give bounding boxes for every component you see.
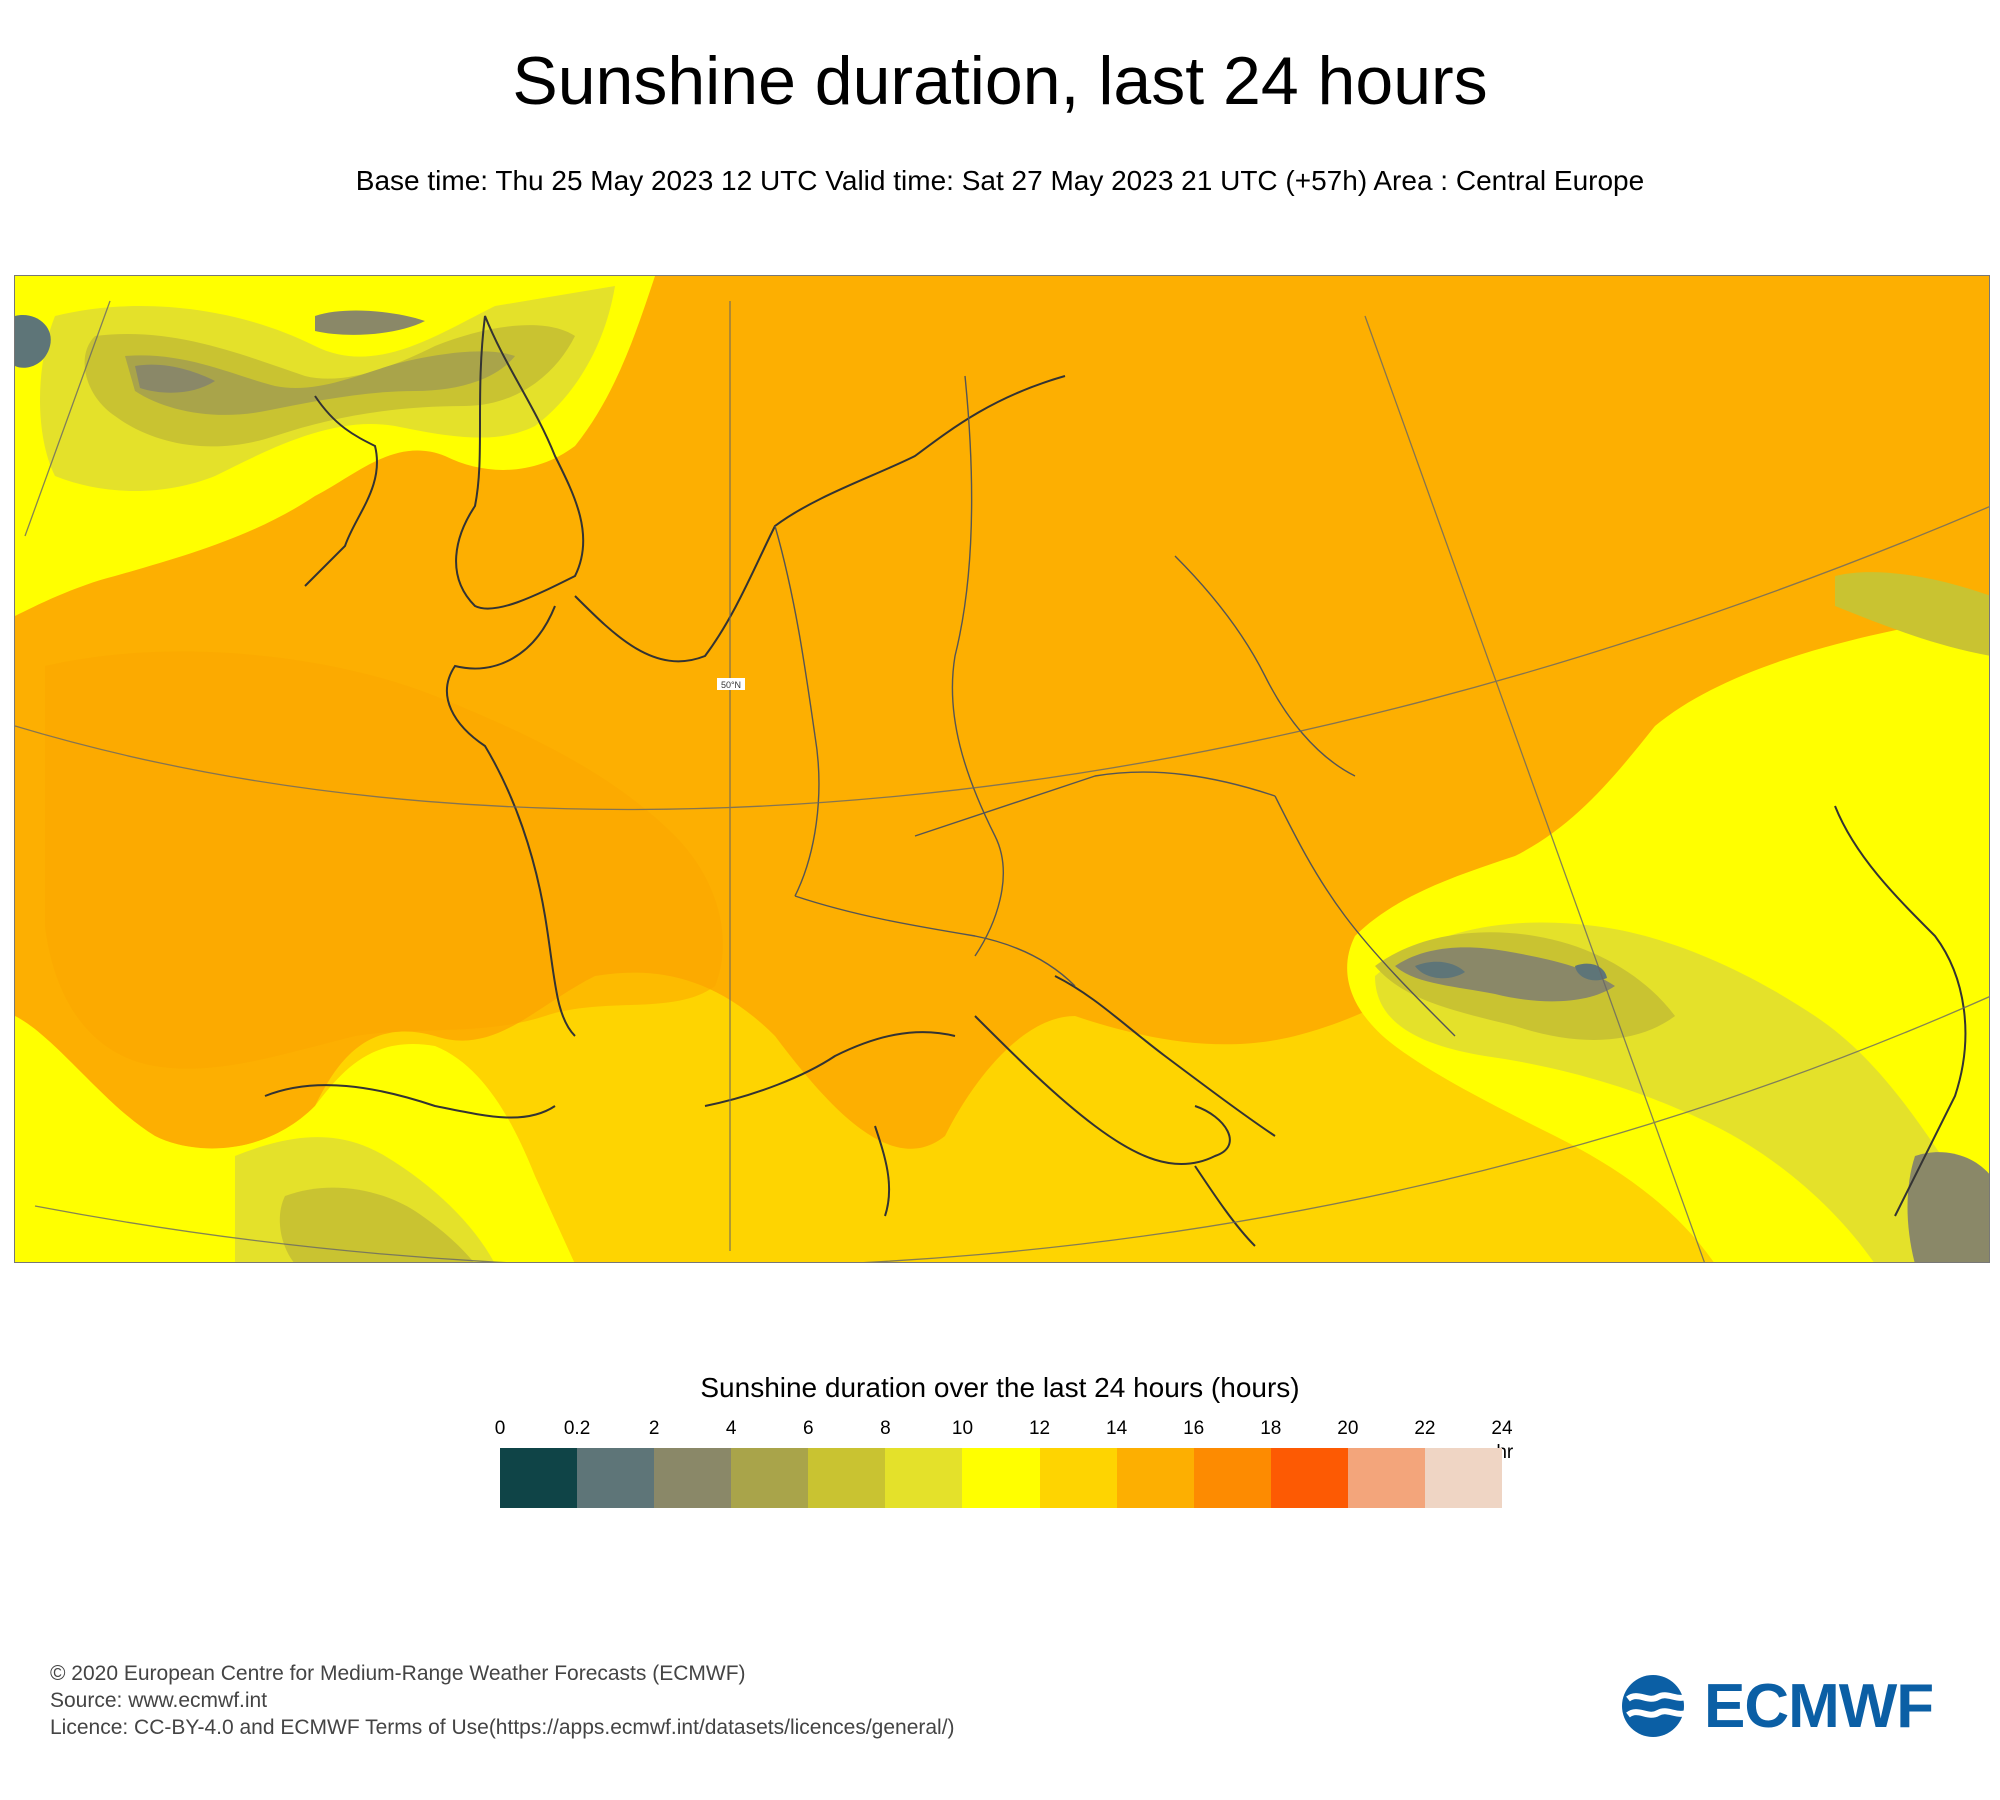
legend-swatch-3 — [731, 1448, 809, 1508]
graticule — [15, 300, 1989, 1262]
map-canvas: 50°N — [15, 276, 1989, 1262]
legend-tick-label: 8 — [880, 1418, 891, 1439]
legend-swatch-0 — [500, 1448, 578, 1508]
legend-swatch-1 — [577, 1448, 655, 1508]
legend-tick-label: 16 — [1183, 1418, 1205, 1439]
legend-swatch-5 — [885, 1448, 963, 1508]
footer-copyright: © 2020 European Centre for Medium-Range … — [50, 1662, 746, 1685]
legend-tick-label: 6 — [803, 1418, 814, 1439]
legend-tick-label: 20 — [1337, 1418, 1359, 1439]
parallel-50n — [15, 506, 1989, 811]
islands-coast — [874, 1125, 1256, 1247]
border-hungary — [1274, 795, 1456, 1037]
meridian-20w — [24, 300, 111, 537]
sunshine-zone-6-8-iberia — [279, 1187, 474, 1262]
sunshine-map: 50°N — [14, 275, 1990, 1263]
sunshine-zone-2-4-southeast — [1907, 1152, 1989, 1262]
sunshine-zone-2-4-northwest — [135, 310, 425, 393]
coastlines — [264, 315, 1967, 1247]
legend-tick-label: 4 — [725, 1418, 737, 1439]
mediterranean-coast — [704, 1031, 956, 1107]
border-west-germany — [774, 525, 820, 897]
legend-tick-label: 18 — [1260, 1418, 1282, 1439]
legend-swatch-9 — [1193, 1448, 1271, 1508]
chart-title: Sunshine duration, last 24 hours — [512, 43, 1488, 119]
legend-ticks: 0 0.2 2 4 6 8 10 12 14 16 18 20 22 24 — [0, 1418, 2000, 1442]
legend-tick-label: 10 — [951, 1418, 974, 1439]
border-east — [1174, 555, 1356, 777]
chart-subtitle: Base time: Thu 25 May 2023 12 UTC Valid … — [355, 165, 1645, 196]
legend-tick-label: 22 — [1414, 1418, 1436, 1439]
sunshine-zone-2-4-balkans — [1395, 947, 1615, 1002]
legend-swatch-7 — [1039, 1448, 1117, 1508]
legend-tick-label: 0 — [494, 1418, 506, 1439]
country-borders — [774, 375, 1456, 1037]
legend-swatch-6 — [962, 1448, 1040, 1508]
ecmwf-logo-text: ECMWF — [1704, 1671, 1934, 1741]
adriatic-coast — [1054, 975, 1276, 1137]
legend-tick-label: 2 — [648, 1418, 660, 1439]
sunshine-zone-6-8-east-north — [1835, 572, 1989, 656]
border-alps-south — [794, 895, 1076, 987]
france-atlantic-coast — [445, 605, 576, 1037]
border-alps-north — [914, 771, 1276, 837]
iberia-north-coast — [264, 1084, 556, 1119]
black-sea-coast — [1834, 805, 1967, 1217]
legend-swatch-4 — [808, 1448, 886, 1508]
sunshine-zone-4-6-northwest — [125, 351, 515, 415]
footer-licence: Licence: CC-BY-4.0 and ECMWF Terms of Us… — [50, 1716, 955, 1739]
legend-swatch-10 — [1270, 1448, 1348, 1508]
legend-swatch-11 — [1347, 1448, 1425, 1508]
legend-tick-label: 14 — [1106, 1418, 1128, 1439]
legend-colorbar — [500, 1448, 1503, 1508]
north-sea-coast — [574, 375, 1066, 663]
sunshine-zone-0-2-balkans — [1415, 961, 1607, 981]
ecmwf-logo: ECMWF — [1620, 1670, 1960, 1742]
footer: © 2020 European Centre for Medium-Range … — [50, 1660, 955, 1741]
legend-tick-label: 24 — [1491, 1418, 1513, 1439]
legend-swatch-12 — [1424, 1448, 1503, 1508]
ecmwf-logo-mark-icon — [1622, 1675, 1692, 1737]
ireland-coast — [304, 395, 378, 587]
graticule-label-box — [717, 678, 745, 690]
legend-title: Sunshine duration over the last 24 hours… — [700, 1372, 1300, 1403]
sunshine-zone-14-16-france — [45, 651, 723, 1069]
border-germany-poland — [951, 375, 1004, 957]
great-britain-coast — [455, 315, 585, 610]
italy-coast — [974, 1015, 1231, 1165]
legend-swatch-8 — [1116, 1448, 1194, 1508]
parallel-40n — [34, 996, 1989, 1262]
legend-tick-label: 0.2 — [563, 1418, 591, 1439]
meridian-20e — [1364, 315, 1705, 1262]
legend-swatch-2 — [654, 1448, 732, 1508]
footer-source: Source: www.ecmwf.int — [50, 1689, 268, 1712]
graticule-label-50n: 50°N — [721, 680, 741, 690]
legend-tick-label: 12 — [1028, 1418, 1051, 1439]
sunshine-zone-0-2-northwest — [15, 315, 51, 368]
